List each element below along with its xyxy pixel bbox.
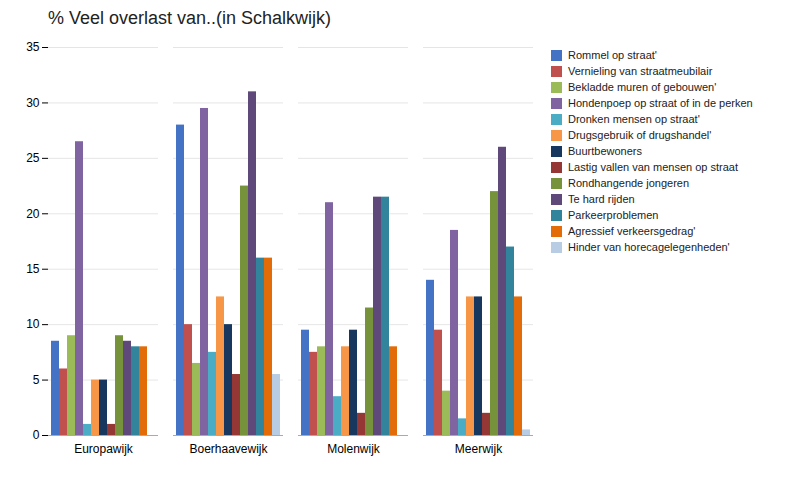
svg-text:30: 30 xyxy=(26,96,40,110)
html-text:Lastig vallen van mensen op st: Lastig vallen van mensen op straat xyxy=(568,161,738,173)
html-text:Buurtbewoners: Buurtbewoners xyxy=(568,145,642,157)
html-text:Rommel op straat': Rommel op straat' xyxy=(568,49,657,61)
html-text:% Veel overlast van..(in Schal: % Veel overlast van..(in Schalkwijk) xyxy=(48,8,332,28)
html-text:Drugsgebruik of drugshandel': Drugsgebruik of drugshandel' xyxy=(568,129,712,141)
svg-text:Molenwijk: Molenwijk xyxy=(327,442,381,456)
svg-text:0: 0 xyxy=(33,428,40,442)
html-text:Hinder van horecagelegenheden': Hinder van horecagelegenheden' xyxy=(568,241,730,253)
svg-text:Meerwijk: Meerwijk xyxy=(455,442,503,456)
html-text:Agressief verkeersgedrag': Agressief verkeersgedrag' xyxy=(568,225,696,237)
html-text:Vernieling van straatmeubilair: Vernieling van straatmeubilair xyxy=(568,65,713,77)
svg-text:10: 10 xyxy=(26,317,40,331)
html-text:Rondhangende jongeren: Rondhangende jongeren xyxy=(568,177,690,189)
html-text:Dronken mensen op straat': Dronken mensen op straat' xyxy=(568,113,700,125)
svg-text:15: 15 xyxy=(26,262,40,276)
html-text:Parkeerproblemen: Parkeerproblemen xyxy=(568,209,659,221)
html-text:Bekladde muren of gebouwen': Bekladde muren of gebouwen' xyxy=(568,81,717,93)
svg-text:20: 20 xyxy=(26,207,40,221)
html-text:Te hard rijden: Te hard rijden xyxy=(568,193,635,205)
svg-text:5: 5 xyxy=(33,373,40,387)
svg-text:25: 25 xyxy=(26,151,40,165)
svg-text:Europawijk: Europawijk xyxy=(74,442,134,456)
svg-text:Boerhaavewijk: Boerhaavewijk xyxy=(189,442,268,456)
svg-text:35: 35 xyxy=(26,40,40,54)
html-text:Hondenpoep op straat of in de: Hondenpoep op straat of in de perken xyxy=(568,97,753,109)
